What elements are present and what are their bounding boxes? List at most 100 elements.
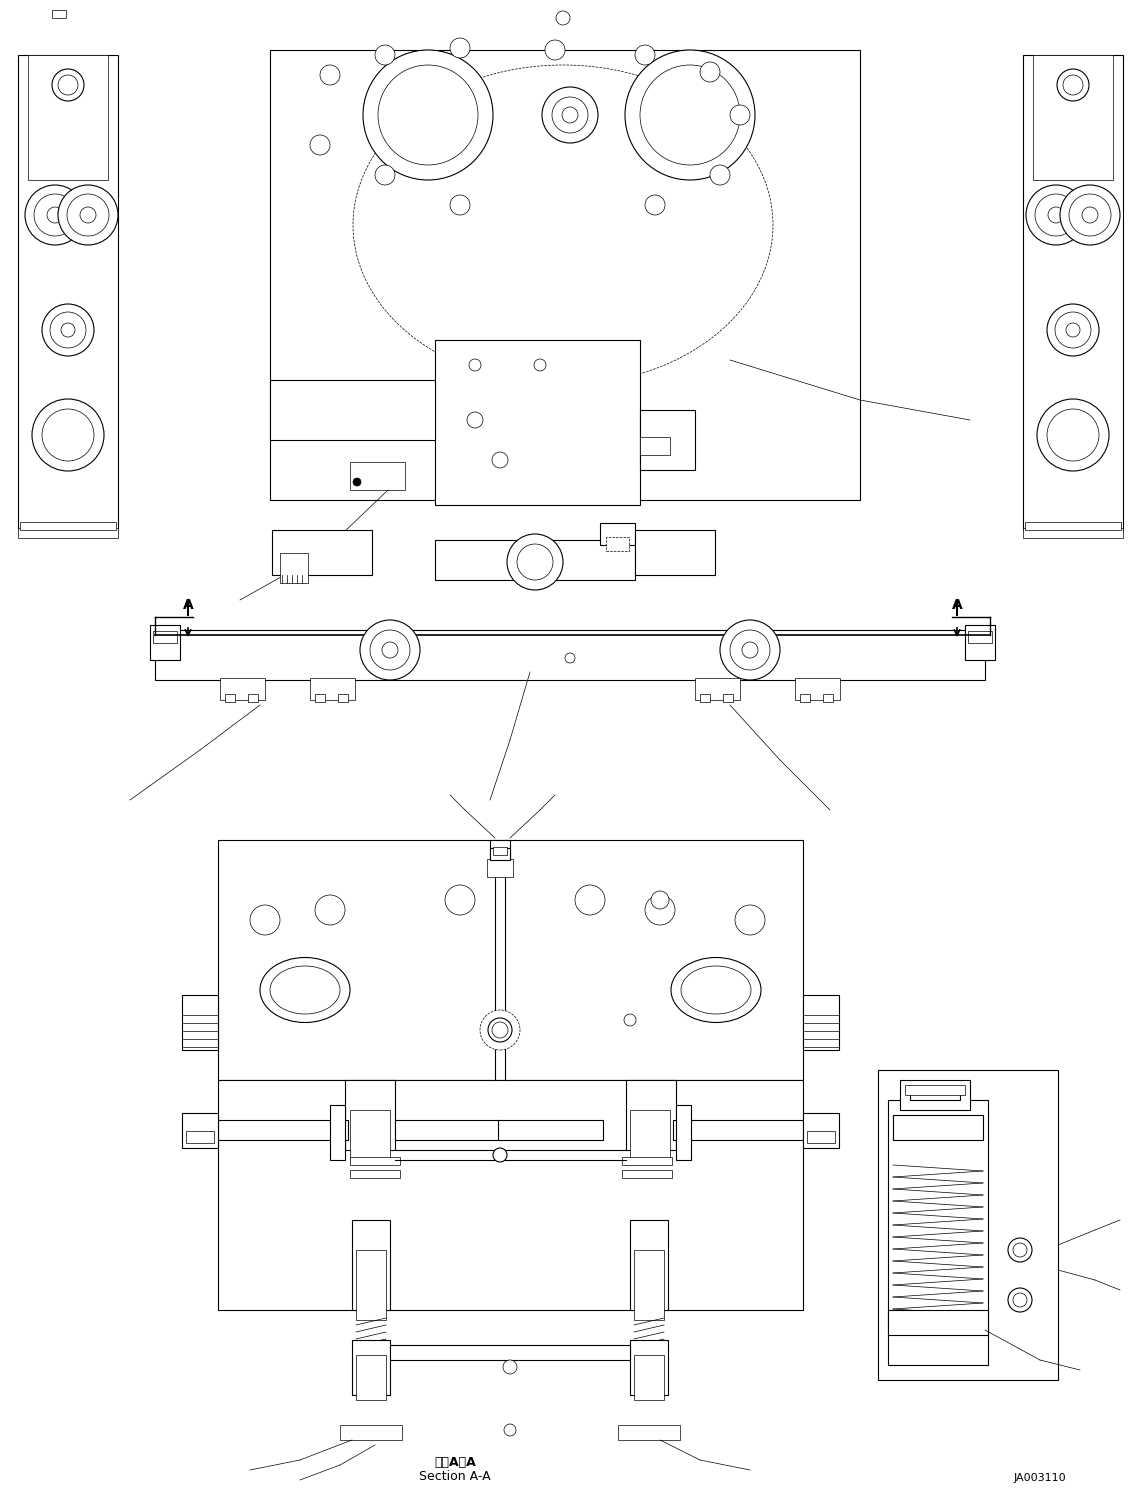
Circle shape <box>32 398 104 471</box>
Circle shape <box>730 104 750 125</box>
Circle shape <box>353 477 361 486</box>
Circle shape <box>492 1022 508 1038</box>
Bar <box>248 694 258 703</box>
Bar <box>340 1425 402 1440</box>
Bar <box>350 463 405 489</box>
Bar <box>803 995 839 1050</box>
Bar <box>435 340 640 504</box>
Bar <box>968 631 992 643</box>
Bar <box>270 51 860 500</box>
Circle shape <box>542 87 598 143</box>
Circle shape <box>534 360 547 372</box>
Bar <box>965 625 995 659</box>
Circle shape <box>1037 398 1109 471</box>
Circle shape <box>319 66 340 85</box>
Circle shape <box>363 51 493 181</box>
Text: JA003110: JA003110 <box>1013 1473 1067 1483</box>
Bar <box>220 677 265 700</box>
Circle shape <box>492 452 508 468</box>
Bar <box>186 1131 215 1143</box>
Circle shape <box>493 1147 507 1162</box>
Circle shape <box>58 185 118 245</box>
Bar <box>395 1120 500 1140</box>
Bar <box>280 554 308 583</box>
Circle shape <box>469 360 482 372</box>
Circle shape <box>504 1423 516 1435</box>
Bar <box>636 530 715 574</box>
Circle shape <box>1008 1288 1031 1311</box>
Bar <box>618 1425 680 1440</box>
Circle shape <box>730 630 770 670</box>
Bar <box>18 528 118 539</box>
Bar <box>225 694 235 703</box>
Bar <box>310 677 355 700</box>
Bar <box>353 1340 390 1395</box>
Circle shape <box>67 194 110 236</box>
Circle shape <box>60 322 75 337</box>
Bar <box>153 631 177 643</box>
Text: 断面A－A: 断面A－A <box>434 1456 476 1468</box>
Bar <box>803 1113 839 1147</box>
Circle shape <box>1013 1243 1027 1256</box>
Bar <box>356 1355 386 1399</box>
Circle shape <box>467 412 483 428</box>
Bar <box>634 1355 664 1399</box>
Bar <box>905 1085 965 1095</box>
Bar <box>622 1156 672 1165</box>
Circle shape <box>378 66 478 166</box>
Circle shape <box>361 621 420 680</box>
Bar <box>218 840 803 1080</box>
Bar <box>487 859 513 877</box>
Bar <box>888 1310 988 1335</box>
Bar <box>155 630 985 680</box>
Circle shape <box>1008 1238 1031 1262</box>
Circle shape <box>34 194 76 236</box>
Circle shape <box>699 63 720 82</box>
Text: A: A <box>183 598 193 612</box>
Circle shape <box>1082 207 1098 222</box>
Circle shape <box>310 134 330 155</box>
Bar <box>630 1110 670 1159</box>
Circle shape <box>1066 322 1081 337</box>
Bar <box>497 1120 602 1140</box>
Bar <box>493 847 507 855</box>
Bar <box>1025 522 1120 530</box>
Bar <box>489 840 510 870</box>
Bar <box>52 10 66 18</box>
Circle shape <box>80 207 96 222</box>
Circle shape <box>556 10 570 25</box>
Bar <box>699 694 710 703</box>
Bar <box>315 694 325 703</box>
Bar <box>21 522 116 530</box>
Circle shape <box>450 195 470 215</box>
Bar <box>435 540 636 580</box>
Bar <box>807 1131 835 1143</box>
Circle shape <box>1055 312 1091 348</box>
Bar <box>823 694 833 703</box>
Bar <box>353 1220 390 1310</box>
Circle shape <box>710 166 730 185</box>
Circle shape <box>1047 304 1099 357</box>
Circle shape <box>645 895 675 925</box>
Bar <box>622 1170 672 1179</box>
Bar <box>29 55 108 181</box>
Circle shape <box>375 166 395 185</box>
Bar <box>350 1156 400 1165</box>
Circle shape <box>742 642 758 658</box>
Circle shape <box>58 75 78 95</box>
Circle shape <box>1069 194 1111 236</box>
Bar <box>893 1115 984 1140</box>
Circle shape <box>488 1018 512 1041</box>
Bar <box>900 1080 970 1110</box>
Bar <box>911 1088 960 1100</box>
Bar <box>606 537 629 551</box>
Circle shape <box>52 69 84 101</box>
Circle shape <box>503 1361 517 1374</box>
Circle shape <box>1057 69 1089 101</box>
Bar <box>600 524 636 545</box>
Circle shape <box>42 409 94 461</box>
Bar <box>345 1080 395 1150</box>
Bar <box>338 694 348 703</box>
Bar <box>695 677 741 700</box>
Bar <box>350 1110 390 1159</box>
